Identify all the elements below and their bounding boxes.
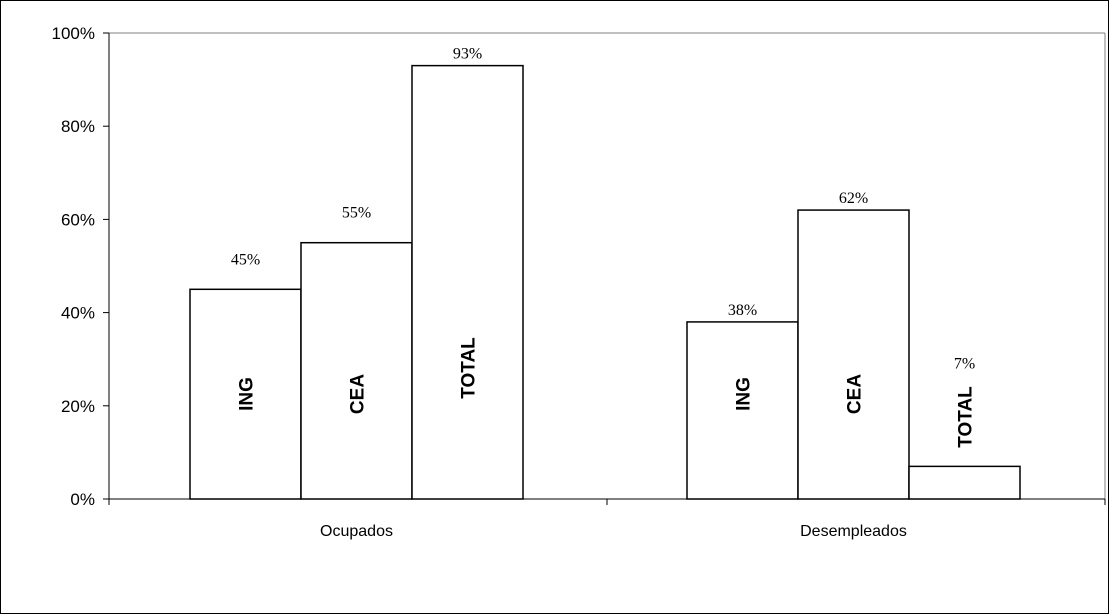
bar-cea <box>797 209 910 500</box>
bar-series-name: CEA <box>845 374 866 414</box>
bar-cea <box>300 241 413 500</box>
bar-series-name: ING <box>734 377 755 411</box>
y-tick-label: 60% <box>61 210 95 229</box>
data-label: 62% <box>839 190 868 207</box>
x-category-label: Ocupados <box>320 523 393 540</box>
bars <box>189 64 1021 500</box>
bar-series-name: CEA <box>348 374 369 414</box>
data-label: 7% <box>954 355 975 372</box>
bar-total <box>908 465 1021 500</box>
labels: Ocupados Desempleados 45% ING 55% CEA 93% TOTAL… <box>231 46 977 540</box>
data-label: 45% <box>231 251 260 268</box>
data-label: 55% <box>342 205 371 222</box>
y-tick-label: 40% <box>61 304 95 323</box>
axes: 0% 20% 40% 60% 80% 100% <box>52 24 1106 509</box>
y-tick-label: 20% <box>61 397 95 416</box>
bar-series-name: TOTAL <box>956 386 977 448</box>
bar-series-name: ING <box>237 377 258 411</box>
bar-ing <box>189 288 302 500</box>
y-tick-label: 0% <box>70 490 95 509</box>
x-category-label: Desempleados <box>800 523 907 540</box>
bar-ing <box>686 321 799 500</box>
bar-series-name: TOTAL <box>459 337 480 399</box>
data-label: 38% <box>728 302 757 319</box>
y-tick-label: 100% <box>52 24 95 43</box>
bar-total <box>411 64 524 500</box>
data-label: 93% <box>453 46 482 63</box>
y-tick-label: 80% <box>61 117 95 136</box>
